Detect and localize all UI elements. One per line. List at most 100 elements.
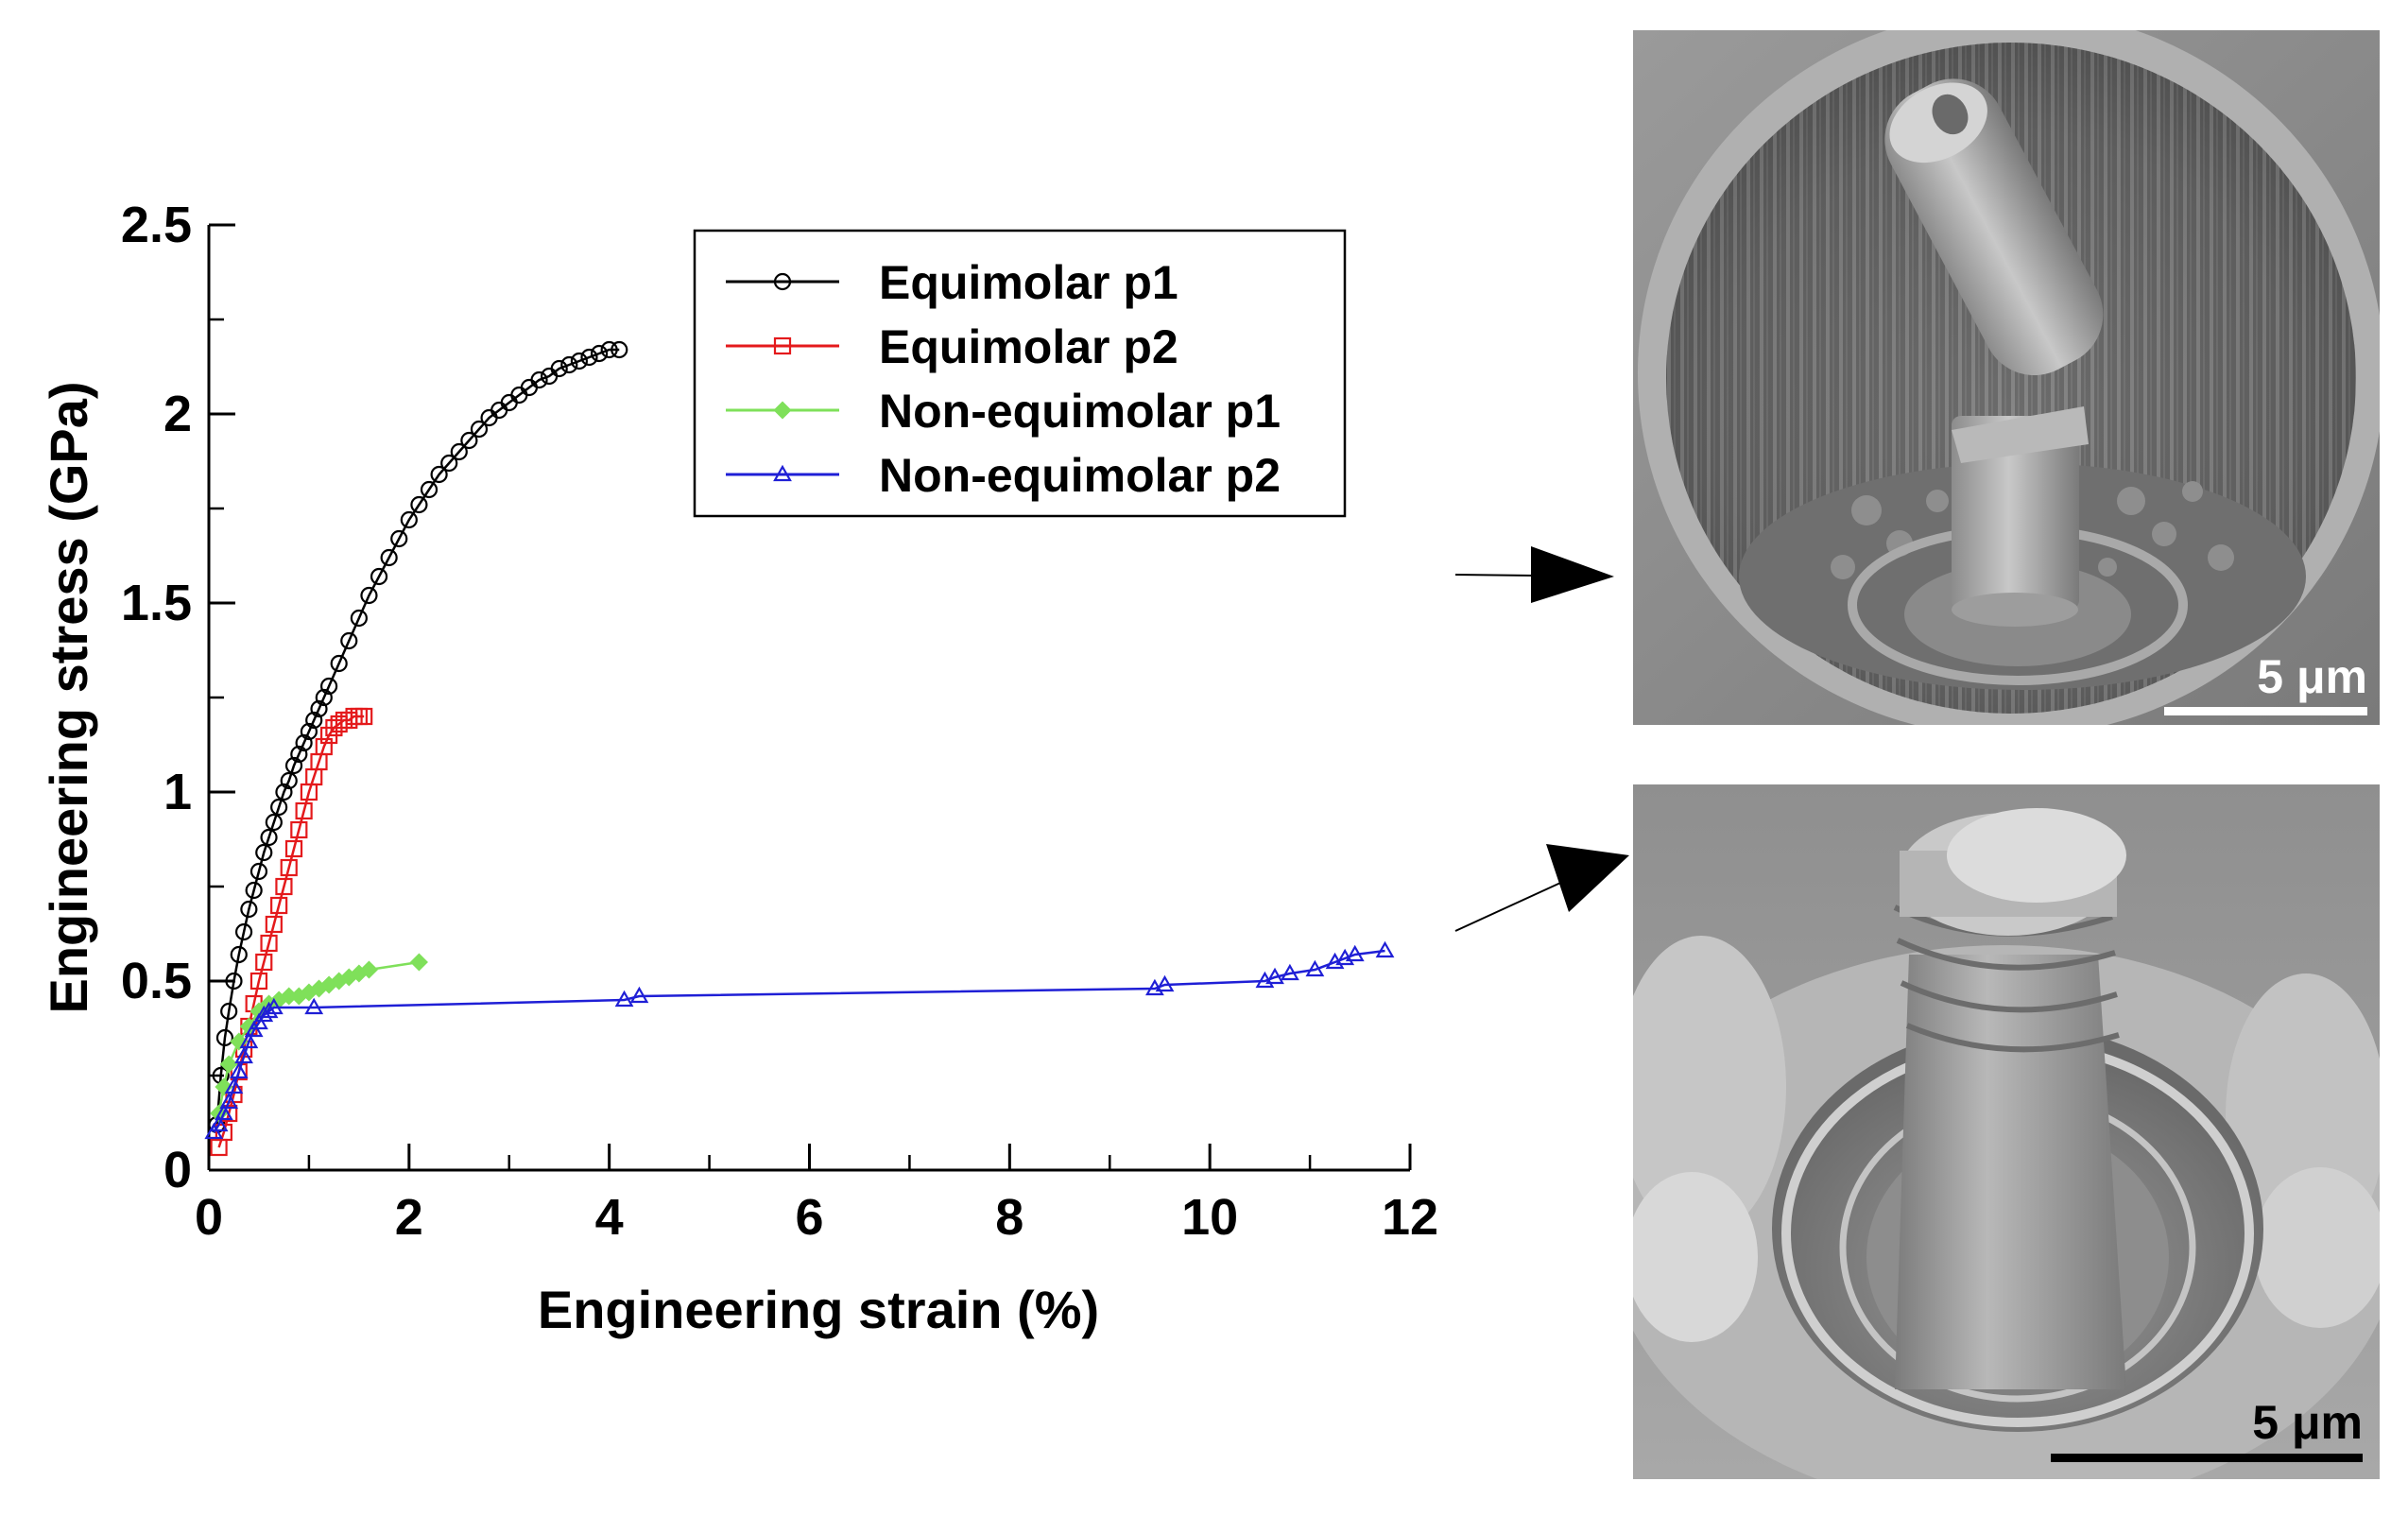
data-point bbox=[1155, 974, 1175, 992]
x-tick-label: 10 bbox=[1181, 1189, 1238, 1246]
data-point bbox=[214, 1103, 233, 1121]
data-point bbox=[400, 510, 418, 529]
x-tick-label: 2 bbox=[395, 1189, 423, 1246]
plot-series bbox=[204, 340, 1395, 1157]
data-point bbox=[305, 711, 323, 730]
x-tick-label: 6 bbox=[795, 1189, 823, 1246]
series-non-equimolar-p2 bbox=[204, 940, 1395, 1140]
data-point bbox=[275, 877, 293, 896]
data-point bbox=[340, 631, 358, 650]
data-point bbox=[224, 1077, 244, 1094]
legend-entries: Equimolar p1 Equimolar p2 Non-equimolar p1… bbox=[726, 256, 1281, 502]
data-point bbox=[470, 420, 489, 439]
data-point bbox=[550, 359, 568, 378]
y-tick-label: 0.5 bbox=[121, 953, 192, 1009]
legend-box bbox=[693, 229, 1347, 518]
data-point bbox=[310, 699, 328, 718]
data-point bbox=[220, 1002, 238, 1021]
data-point bbox=[1375, 940, 1395, 958]
legend-label: Equimolar p1 bbox=[879, 256, 1178, 309]
data-point bbox=[440, 454, 458, 473]
arrow-to-lower-micrograph bbox=[1454, 844, 1629, 932]
y-tick-label: 0 bbox=[163, 1142, 192, 1198]
data-point bbox=[530, 370, 548, 389]
legend: Equimolar p1 Equimolar p2 Non-equimolar p1… bbox=[693, 229, 1347, 518]
data-point bbox=[570, 352, 588, 370]
data-point bbox=[275, 783, 293, 801]
y-ticks: 0 0.5 1 1.5 2 2.5 bbox=[121, 197, 235, 1198]
data-point bbox=[614, 990, 634, 1008]
sem-micrograph-deformed-pillar: 5 μm bbox=[1633, 784, 2380, 1479]
y-tick-label: 1.5 bbox=[121, 575, 192, 631]
data-point bbox=[1265, 967, 1284, 985]
legend-label: Non-equimolar p1 bbox=[879, 385, 1281, 438]
data-point bbox=[430, 465, 448, 484]
data-point bbox=[290, 820, 308, 839]
data-point bbox=[370, 567, 388, 586]
data-point bbox=[1345, 944, 1365, 962]
data-point bbox=[265, 813, 283, 832]
data-point bbox=[304, 997, 324, 1015]
data-point bbox=[611, 340, 628, 359]
data-point bbox=[280, 858, 298, 877]
data-point bbox=[580, 348, 598, 367]
data-point bbox=[315, 737, 333, 756]
data-point bbox=[350, 609, 368, 628]
data-point bbox=[255, 843, 273, 862]
data-point bbox=[380, 548, 398, 567]
data-point bbox=[360, 586, 378, 605]
data-point bbox=[270, 896, 288, 915]
series-line bbox=[217, 715, 365, 1148]
scale-bar-label-2: 5 μm bbox=[2252, 1396, 2363, 1449]
data-point bbox=[295, 733, 313, 752]
data-point bbox=[249, 972, 268, 991]
data-point bbox=[260, 934, 278, 953]
y-tick-label: 1 bbox=[163, 764, 192, 820]
data-point bbox=[359, 960, 379, 979]
legend-entry-equimolar-p1: Equimolar p1 bbox=[726, 256, 1178, 309]
x-tick-label: 4 bbox=[595, 1189, 624, 1246]
data-point bbox=[239, 1031, 259, 1049]
data-point bbox=[240, 900, 258, 919]
data-point bbox=[409, 953, 428, 972]
x-tick-label: 12 bbox=[1382, 1189, 1438, 1246]
data-point bbox=[1305, 959, 1325, 977]
data-point bbox=[284, 756, 303, 775]
data-point bbox=[234, 922, 253, 941]
legend-swatch-marker bbox=[773, 272, 792, 291]
data-point bbox=[270, 798, 288, 817]
data-point bbox=[215, 1028, 234, 1047]
data-point bbox=[219, 1092, 239, 1110]
scale-bar-1 bbox=[2164, 707, 2367, 715]
data-point bbox=[229, 1061, 249, 1079]
legend-swatch-marker bbox=[773, 336, 792, 355]
x-axis-label: Engineering strain (%) bbox=[538, 1280, 1099, 1339]
y-tick-label: 2 bbox=[163, 386, 192, 442]
data-point bbox=[1281, 963, 1299, 981]
data-point bbox=[315, 688, 333, 707]
x-tick-label: 0 bbox=[195, 1189, 223, 1246]
series-equimolar-p1 bbox=[208, 340, 628, 1134]
data-point bbox=[590, 344, 609, 363]
data-point bbox=[600, 340, 618, 359]
data-point bbox=[219, 1055, 238, 1074]
series-non-equimolar-p1 bbox=[210, 953, 428, 1123]
legend-entry-non-equimolar-p1: Non-equimolar p1 bbox=[726, 385, 1281, 438]
series-equimolar-p2 bbox=[210, 707, 373, 1157]
data-point bbox=[209, 1114, 229, 1132]
series-line bbox=[213, 949, 1385, 1133]
data-point bbox=[450, 442, 468, 461]
data-point bbox=[264, 997, 284, 1015]
data-point bbox=[230, 945, 248, 964]
arrow-to-upper-micrograph bbox=[1454, 546, 1614, 603]
data-point bbox=[295, 801, 313, 820]
legend-entry-non-equimolar-p2: Non-equimolar p2 bbox=[726, 449, 1281, 502]
x-ticks: 0 2 4 6 8 10 12 bbox=[195, 1144, 1438, 1246]
data-point bbox=[355, 707, 373, 726]
data-point bbox=[460, 431, 478, 450]
data-point bbox=[290, 745, 308, 764]
axes: 0 0.5 1 1.5 2 2.5 0 2 4 6 8 10 12 bbox=[121, 197, 1438, 1246]
data-point bbox=[249, 862, 268, 881]
data-point bbox=[330, 654, 348, 673]
